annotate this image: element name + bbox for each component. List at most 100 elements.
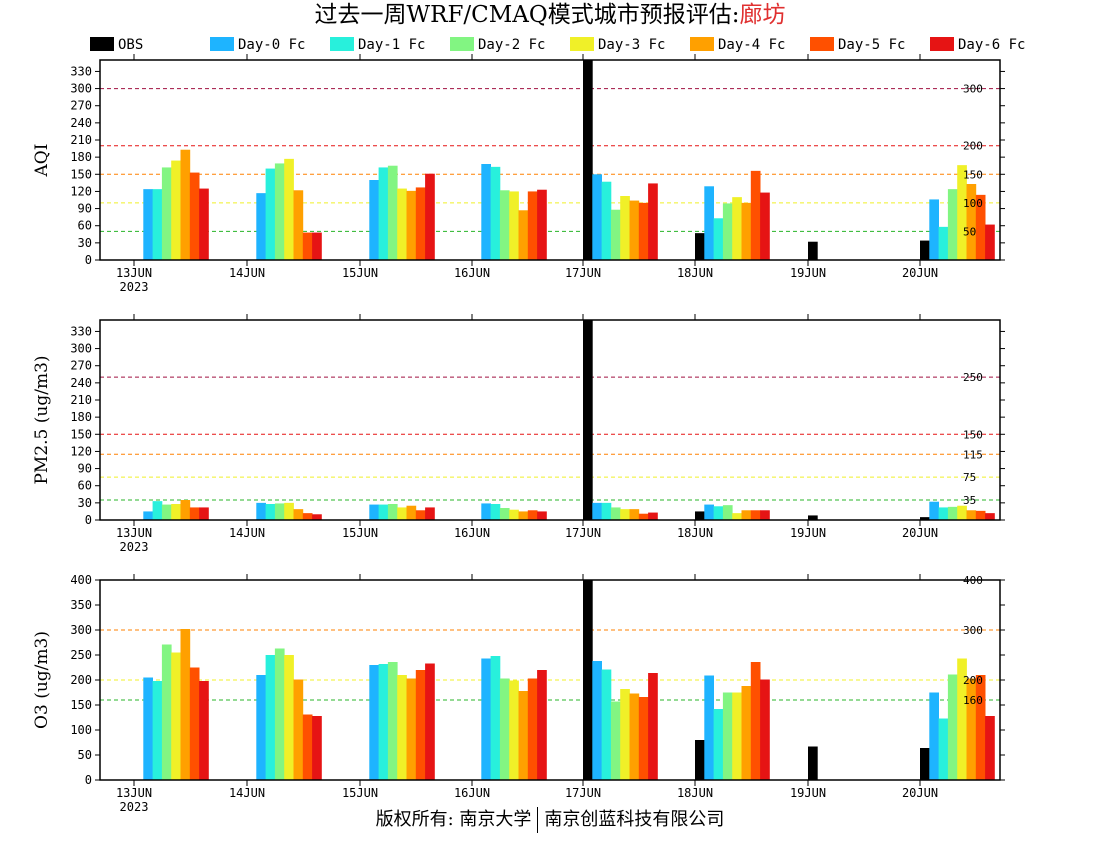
panel1-threshold-label-2: 115 [963, 448, 983, 461]
panel0-bar-s1-c2 [369, 180, 379, 260]
panel2-bar-s7-c5 [760, 679, 770, 780]
panel1-bar-s5-c5 [741, 510, 752, 520]
panel1-bar-s4-c1 [284, 502, 294, 520]
panel1-bar-s3-c0 [161, 504, 172, 520]
legend-label-0: OBS [118, 37, 143, 53]
panel0-bar-s2-c1 [265, 168, 276, 260]
panel2-bar-s5-c1 [293, 679, 304, 780]
panel1-ytick-label-7: 210 [70, 393, 92, 407]
panel1-xtick-label-0: 13JUN [116, 526, 152, 540]
panel1-ytick-label-11: 330 [70, 324, 92, 338]
panel1-bar-s6-c3 [527, 510, 538, 520]
panel1-bar-s3-c4 [610, 507, 621, 520]
panel2-threshold-label-2: 200 [963, 674, 983, 687]
panel0-xtick-label-2: 15JUN [342, 266, 378, 280]
legend-swatch-2 [330, 37, 354, 51]
panel1-bar-s4-c4 [620, 509, 630, 520]
panel1-ytick-label-10: 300 [70, 342, 92, 356]
panel1-bar-s7-c4 [648, 512, 658, 520]
panel0-bar-s5-c4 [629, 200, 640, 260]
panel0-threshold-label-4: 50 [963, 225, 976, 238]
panel0-bar-s3-c0 [161, 167, 172, 260]
panel0-bar-s5-c2 [406, 190, 417, 260]
panel1-threshold-label-0: 250 [963, 371, 983, 384]
panel2-bar-s4-c1 [284, 655, 294, 780]
panel0-bar-s1-c4 [592, 174, 602, 260]
panel0-xtick-label-4: 17JUN [565, 266, 601, 280]
panel1-bar-s0-c5 [695, 511, 705, 520]
panel2-bar-s6-c1 [302, 714, 313, 780]
panel2-bar-s0-c4 [583, 580, 593, 780]
panel0-ytick-label-2: 60 [78, 219, 92, 233]
legend-swatch-5 [690, 37, 714, 51]
panel2-bar-s7-c4 [648, 673, 658, 780]
panel1-frame [99, 319, 1001, 521]
panel2-bar-s6-c2 [415, 670, 426, 780]
panel1-bar-s2-c5 [713, 506, 724, 520]
panel1-ytick-label-9: 270 [70, 359, 92, 373]
panel1-bar-s1-c3 [481, 503, 491, 520]
panel2-bar-s4-c2 [397, 675, 407, 780]
panel0-bar-s3-c1 [274, 163, 285, 260]
panel1-bar-s5-c7 [966, 510, 977, 520]
panel0-ytick-label-9: 270 [70, 99, 92, 113]
legend-swatch-6 [810, 37, 834, 51]
panel2-bar-s2-c0 [152, 681, 163, 780]
panel1-bar-s2-c1 [265, 504, 276, 520]
panel0-bar-s6-c7 [975, 194, 986, 260]
panel1-bar-s3-c3 [499, 508, 510, 520]
panel1-ytick-label-4: 120 [70, 444, 92, 458]
panel2-bar-s3-c0 [161, 644, 172, 780]
panel2-bar-s3-c5 [722, 692, 733, 780]
legend-swatch-4 [570, 37, 594, 51]
panel2-bar-s1-c1 [256, 675, 266, 780]
legend-swatch-7 [930, 37, 954, 51]
panel2-bar-s1-c5 [704, 675, 714, 780]
panel0-bar-s4-c1 [284, 158, 294, 260]
panel1-bar-s5-c4 [629, 509, 640, 520]
panel2-threshold-label-1: 300 [963, 624, 983, 637]
legend-label-1: Day-0 Fc [238, 37, 305, 53]
panel1-bar-s7-c1 [312, 514, 322, 520]
panel0-ytick-label-4: 120 [70, 184, 92, 198]
panel2-bar-s0-c5 [695, 740, 705, 780]
panel1-bar-s2-c4 [601, 502, 612, 520]
panel1-ytick-label-5: 150 [70, 427, 92, 441]
panel0-bar-s4-c5 [732, 197, 742, 260]
panel2-bar-s7-c7 [985, 716, 995, 780]
panel2-ytick-label-5: 250 [70, 648, 92, 662]
panel1-bar-s5-c3 [518, 511, 529, 520]
panel1-ytick-label-2: 60 [78, 479, 92, 493]
panel2-xtick-label-0: 13JUN [116, 786, 152, 800]
legend-label-4: Day-3 Fc [598, 37, 665, 53]
panel2-bar-s4-c7 [957, 658, 967, 780]
panel0-bar-s6-c1 [302, 232, 313, 260]
copyright-footer: 版权所有: 南京大学 南京创蓝科技有限公司 [0, 806, 1100, 834]
panel0-bar-s7-c5 [760, 192, 770, 260]
panel1-bar-s1-c0 [143, 511, 153, 520]
panel2-bar-s2-c3 [490, 656, 501, 780]
panel1-bar-s3-c5 [722, 505, 733, 520]
panel1-ytick-label-6: 180 [70, 410, 92, 424]
panel0-xtick-label-7: 20JUN [902, 266, 938, 280]
panel2-ytick-label-7: 350 [70, 598, 92, 612]
panel1-bar-s6-c7 [975, 510, 986, 520]
panel2-bar-s3-c1 [274, 648, 285, 780]
panel1-ytick-label-0: 0 [85, 513, 92, 527]
panel0-ytick-label-10: 300 [70, 82, 92, 96]
panel0-bar-s1-c0 [143, 189, 153, 260]
panel1-threshold-label-4: 35 [963, 494, 976, 507]
chart-title: 过去一周WRF/CMAQ模式城市预报评估:廊坊 [0, 0, 1100, 30]
panel0-bar-s3-c7 [947, 189, 958, 260]
panel2-bar-s2-c4 [601, 669, 612, 780]
chart-title-city: 廊坊 [739, 2, 786, 28]
panel0-ytick-label-1: 30 [78, 236, 92, 250]
panel1-bar-s7-c2 [425, 507, 435, 520]
panel2-bar-s4-c0 [171, 652, 181, 780]
panel2-bar-s7-c1 [312, 716, 322, 780]
panel2-ytick-label-2: 100 [70, 723, 92, 737]
panel2-xtick-label-6: 19JUN [790, 786, 826, 800]
panel1-bar-s7-c5 [760, 510, 770, 520]
panel0-xtick-label-3: 16JUN [454, 266, 490, 280]
panel2-bar-s6-c7 [975, 675, 986, 780]
